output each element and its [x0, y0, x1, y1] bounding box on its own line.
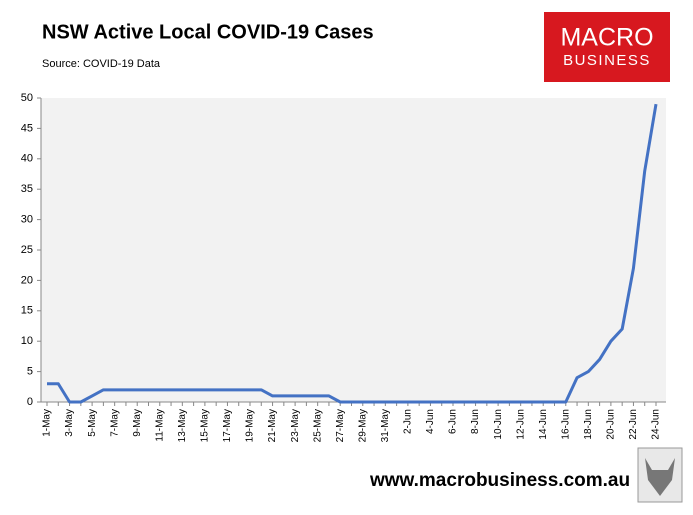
x-tick-label: 6-Jun: [448, 409, 459, 434]
y-tick-label: 50: [21, 92, 33, 104]
x-tick-label: 9-May: [132, 409, 143, 437]
y-tick-label: 45: [21, 122, 33, 134]
x-tick-label: 8-Jun: [470, 409, 481, 434]
x-tick-label: 7-May: [109, 409, 120, 437]
y-tick-label: 30: [21, 214, 33, 226]
x-tick-label: 25-May: [312, 409, 323, 442]
x-tick-label: 5-May: [87, 409, 98, 437]
x-tick-label: 17-May: [222, 409, 233, 442]
x-tick-label: 27-May: [335, 409, 346, 442]
y-tick-label: 20: [21, 274, 33, 286]
logo-box: [544, 12, 670, 82]
footer-url: www.macrobusiness.com.au: [369, 470, 630, 491]
icon-shape: [645, 458, 675, 496]
x-tick-label: 11-May: [154, 409, 165, 442]
x-tick-label: 1-May: [42, 409, 53, 437]
plot-area: [41, 98, 666, 402]
series-line: [47, 103, 658, 404]
y-tick-label: 35: [21, 183, 33, 195]
x-tick-label: 15-May: [200, 409, 211, 442]
y-tick-label: 5: [27, 366, 33, 378]
x-tick-label: 2-Jun: [403, 409, 414, 434]
x-tick-label: 18-Jun: [583, 409, 594, 440]
logo-text: BUSINESS: [563, 52, 651, 69]
x-tick-label: 21-May: [267, 409, 278, 442]
x-tick-label: 4-Jun: [425, 409, 436, 434]
y-tick-label: 15: [21, 305, 33, 317]
x-tick-label: 23-May: [290, 409, 301, 442]
y-tick-label: 0: [27, 396, 33, 408]
x-tick-label: 22-Jun: [628, 409, 639, 440]
x-tick-label: 3-May: [64, 409, 75, 437]
x-tick-label: 12-Jun: [515, 409, 526, 440]
wolf-icon: [637, 447, 683, 503]
chart-title: NSW Active Local COVID-19 Cases: [42, 21, 374, 43]
x-tick-label: 16-Jun: [560, 409, 571, 440]
x-tick-label: 24-Jun: [651, 409, 662, 440]
x-tick-label: 10-Jun: [493, 409, 504, 440]
chart-subtitle: Source: COVID-19 Data: [42, 58, 161, 70]
x-tick-label: 19-May: [245, 409, 256, 442]
x-tick-label: 13-May: [177, 409, 188, 442]
x-tick-label: 29-May: [357, 409, 368, 442]
x-tick-label: 14-Jun: [538, 409, 549, 440]
logo-text: MACRO: [560, 24, 653, 52]
y-tick-label: 25: [21, 244, 33, 256]
x-tick-label: 20-Jun: [606, 409, 617, 440]
x-tick-label: 31-May: [380, 409, 391, 442]
y-tick-label: 40: [21, 153, 33, 165]
y-tick-label: 10: [21, 335, 33, 347]
